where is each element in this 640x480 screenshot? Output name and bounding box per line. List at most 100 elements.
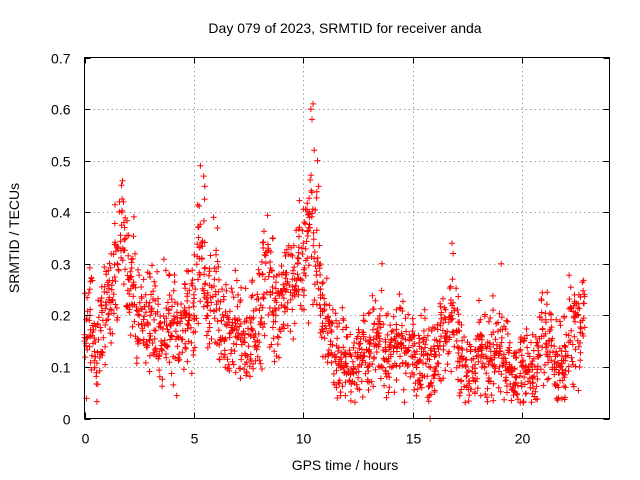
data-point: [386, 346, 392, 353]
data-point: [143, 309, 149, 316]
data-point: [496, 310, 503, 317]
data-point: [551, 343, 558, 350]
data-point: [542, 330, 549, 337]
data-point: [393, 306, 400, 313]
data-point: [150, 349, 157, 356]
data-point: [446, 336, 452, 343]
data-point: [539, 325, 546, 332]
data-point: [127, 274, 134, 281]
data-point-outlier: [200, 173, 207, 180]
data-point: [517, 373, 523, 379]
data-point: [156, 373, 163, 380]
data-point: [490, 307, 496, 314]
data-point: [260, 239, 267, 246]
data-point: [291, 264, 298, 271]
data-point: [334, 323, 341, 330]
data-point: [310, 229, 317, 236]
data-point: [258, 314, 265, 321]
data-point: [429, 324, 436, 331]
data-point: [199, 243, 206, 250]
data-point: [557, 322, 564, 329]
data-point: [206, 340, 213, 347]
data-point: [424, 352, 431, 359]
y-axis-label: SRMTID / TECUs: [6, 183, 22, 293]
data-point: [370, 336, 377, 343]
data-point: [561, 342, 568, 349]
data-point: [364, 364, 371, 371]
data-point: [305, 262, 312, 269]
data-point: [230, 294, 237, 301]
data-point: [514, 391, 521, 398]
data-point: [418, 312, 424, 319]
data-point: [430, 375, 437, 382]
data-point: [489, 292, 496, 299]
data-point: [190, 347, 197, 354]
data-point: [361, 352, 368, 359]
data-point: [447, 297, 454, 303]
data-point: [570, 383, 577, 390]
data-point: [317, 305, 324, 312]
data-point: [336, 377, 343, 384]
data-point: [510, 350, 517, 357]
data-point: [207, 294, 214, 301]
data-point: [149, 262, 155, 269]
data-point: [304, 232, 311, 239]
data-point-outlier: [498, 260, 505, 267]
data-point: [321, 295, 328, 302]
data-point: [497, 326, 504, 333]
data-point: [326, 302, 333, 309]
data-point: [540, 382, 547, 389]
data-point: [446, 348, 452, 355]
data-point: [555, 359, 561, 366]
data-point: [442, 338, 449, 345]
data-point: [186, 317, 193, 324]
data-point: [96, 314, 102, 321]
data-point: [442, 367, 449, 374]
data-point: [255, 331, 262, 337]
data-point: [375, 343, 382, 350]
data-point: [490, 380, 497, 387]
data-point: [163, 315, 170, 322]
data-point: [572, 346, 579, 353]
data-point: [400, 386, 407, 393]
data-points: [81, 100, 588, 422]
data-point: [562, 384, 569, 391]
data-point: [102, 305, 109, 312]
data-point: [88, 366, 95, 373]
data-point: [311, 297, 318, 304]
data-point: [310, 242, 317, 249]
data-point: [425, 326, 432, 333]
data-point: [448, 368, 455, 375]
data-point: [269, 308, 276, 315]
data-point: [204, 302, 211, 309]
data-point: [429, 383, 436, 389]
data-point: [577, 349, 584, 356]
data-point: [551, 371, 558, 378]
data-point: [425, 383, 432, 390]
data-point: [504, 318, 511, 325]
data-point: [295, 286, 302, 293]
data-point: [87, 306, 94, 313]
data-point: [504, 389, 510, 396]
data-point: [138, 284, 145, 290]
data-point: [545, 337, 552, 344]
data-point: [248, 316, 255, 322]
data-point: [301, 287, 308, 294]
data-point: [186, 304, 192, 311]
data-point: [289, 283, 296, 290]
data-point: [482, 391, 489, 398]
data-point: [575, 387, 582, 394]
data-point: [105, 311, 112, 318]
data-point: [479, 360, 486, 367]
data-point: [229, 358, 236, 365]
data-point: [179, 336, 186, 343]
data-point: [370, 383, 377, 390]
data-point: [463, 373, 470, 380]
data-point: [196, 244, 203, 251]
data-point: [164, 326, 171, 333]
data-point: [528, 399, 535, 406]
data-point: [578, 325, 584, 332]
data-point: [276, 354, 282, 361]
data-point: [547, 326, 554, 333]
data-point: [523, 326, 530, 332]
